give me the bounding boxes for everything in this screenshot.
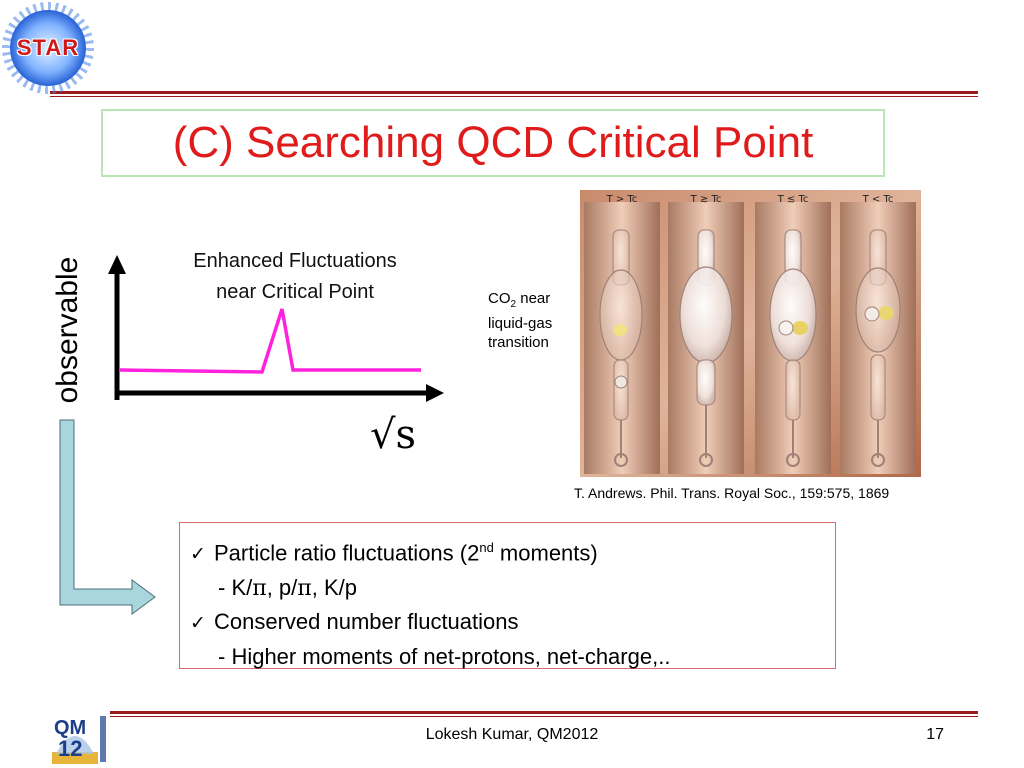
liquid-gas-text: liquid-gas xyxy=(488,315,553,332)
panel-label-3: T ≲ Tc xyxy=(777,194,809,205)
footer-author: Lokesh Kumar, QM2012 xyxy=(425,726,599,743)
footer-rule-thin xyxy=(110,716,978,717)
co2-label: CO2 near liquid-gas transition xyxy=(488,289,552,352)
transition-text: transition xyxy=(488,334,549,351)
check-icon: ✓ xyxy=(190,543,206,566)
check-icon: ✓ xyxy=(190,612,206,635)
tube-panel-2 xyxy=(668,202,744,474)
co2-subscript: 2 xyxy=(510,299,517,310)
y-axis-label: observable xyxy=(51,256,84,404)
peak-annotation-line1: Enhanced Fluctuations xyxy=(193,250,397,272)
bullet-item-1: ✓ Particle ratio fluctuations (2nd moment… xyxy=(190,531,825,571)
tube-panel-4 xyxy=(840,202,916,474)
bullet-item-2: ✓ Conserved number fluctuations xyxy=(190,605,825,640)
x-axis-arrowhead xyxy=(426,384,444,402)
y-axis-arrowhead xyxy=(108,255,126,274)
co2-text: CO xyxy=(488,290,511,307)
star-logo: STAR xyxy=(2,2,94,94)
header-rule-thin xyxy=(50,96,978,97)
qm2012-logo: QM 12 xyxy=(52,716,106,764)
tube-panel-3 xyxy=(755,202,831,474)
footer-rule-thick xyxy=(110,711,978,714)
qm-logo-text-bottom: 12 xyxy=(58,736,82,761)
bullet-box: ✓ Particle ratio fluctuations (2nd moment… xyxy=(179,522,836,669)
page-title: (C) Searching QCD Critical Point xyxy=(172,118,814,167)
co2-near-text: near xyxy=(516,290,551,307)
peak-annotation-line2: near Critical Point xyxy=(216,281,374,303)
star-logo-text: STAR xyxy=(16,35,80,60)
peak-annotation: Enhanced Fluctuations near Critical Poin… xyxy=(160,246,430,308)
qm-logo-text-top: QM xyxy=(54,717,86,739)
panel-label-4: T < Tc xyxy=(862,194,894,205)
panel-label-1: T > Tc xyxy=(606,194,638,205)
fluctuation-curve xyxy=(118,308,421,374)
panel-label-2: T ≳ Tc xyxy=(690,194,722,205)
tube-panel-1 xyxy=(584,202,660,474)
photo-caption: T. Andrews. Phil. Trans. Royal Soc., 159… xyxy=(574,485,890,501)
bracket-arrow xyxy=(59,419,156,615)
x-axis-label: √s xyxy=(370,412,417,458)
title-box: (C) Searching QCD Critical Point xyxy=(101,109,885,177)
page-number: 17 xyxy=(926,726,944,743)
bullet-item-1-detail: - K/π, p/π, K/p xyxy=(218,575,357,602)
bullet-item-2-detail: - Higher moments of net-protons, net-cha… xyxy=(218,644,671,670)
header-rule-thick xyxy=(50,91,978,94)
co2-tubes-photo: T > Tc T ≳ Tc T ≲ Tc T < Tc xyxy=(580,190,921,477)
